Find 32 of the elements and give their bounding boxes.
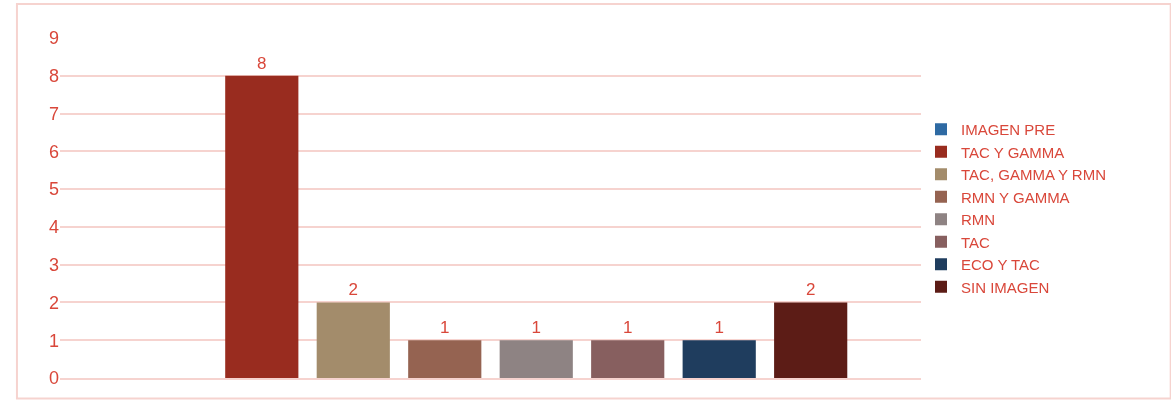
y-tick-label: 9 <box>48 28 59 49</box>
y-tick-label: 5 <box>48 179 59 200</box>
y-tick-label: 0 <box>48 368 59 389</box>
y-tick-label: 7 <box>48 103 59 124</box>
legend-label: TAC <box>961 233 991 251</box>
bar <box>225 75 299 378</box>
legend-label: RMN Y GAMMA <box>961 188 1070 206</box>
y-tick-label: 4 <box>48 217 59 238</box>
y-tick-label: 3 <box>48 254 59 275</box>
data-label: 1 <box>622 318 633 338</box>
data-label: 2 <box>805 280 816 300</box>
bar <box>591 340 665 378</box>
y-tick-label: 6 <box>48 141 59 162</box>
legend-label: TAC, GAMMA Y RMN <box>961 166 1107 184</box>
legend-label: SIN IMAGEN <box>961 278 1050 296</box>
data-label: 1 <box>714 318 724 338</box>
bar <box>682 340 756 378</box>
bar <box>774 302 848 378</box>
bar <box>499 340 573 378</box>
bar <box>408 340 482 378</box>
y-tick-label: 8 <box>48 66 59 87</box>
legend-label: ECO Y TAC <box>961 256 1041 274</box>
y-tick-label: 2 <box>48 292 59 313</box>
legend-label: RMN <box>961 211 996 229</box>
data-label: 1 <box>531 318 541 338</box>
y-tick-label: 1 <box>48 330 59 351</box>
data-label: 2 <box>348 280 359 300</box>
legend-label: IMAGEN PRE <box>961 121 1056 139</box>
data-label: 1 <box>440 318 450 338</box>
bar <box>316 302 390 378</box>
legend-label: TAC Y GAMMA <box>961 143 1065 161</box>
data-label: 8 <box>257 53 267 73</box>
